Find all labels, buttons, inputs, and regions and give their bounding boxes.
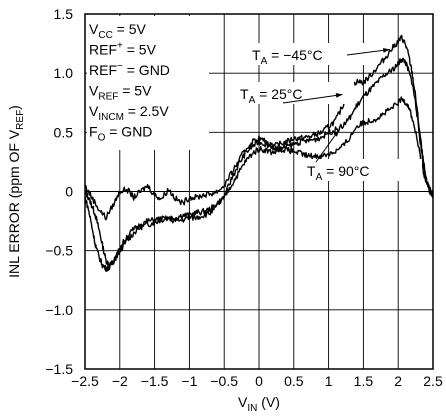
condition-line: REF+ = 5V: [89, 41, 157, 58]
x-tick-label: −1: [181, 373, 197, 389]
y-tick-label: 1.0: [54, 65, 74, 81]
series-pointer-line: [315, 129, 340, 163]
x-tick-label: 2: [394, 373, 402, 389]
series-pointer-line: [282, 93, 343, 104]
series-label-background: [248, 43, 378, 65]
series-pointer-line: [346, 49, 390, 56]
condition-line: REF− = GND: [89, 61, 170, 78]
x-tick-label: 1.5: [354, 373, 374, 389]
y-axis-label: INL ERROR (ppm OF VREF): [6, 105, 26, 278]
y-tick-label: 0: [65, 184, 73, 200]
series-pointer-arrowhead: [383, 48, 390, 53]
series-label: TA = 25°C: [240, 86, 302, 106]
series-pointer-arrowhead: [335, 93, 343, 98]
x-tick-label: −0.5: [210, 373, 238, 389]
x-tick-labels: −2.5 −2 −1.5 −1 −0.5 0 0.5 1 1.5 2 2.5: [71, 373, 443, 389]
conditions-background: [87, 16, 209, 150]
y-tick-label: −0.5: [45, 243, 73, 259]
series-label-background: [236, 82, 354, 104]
x-tick-label: −2: [112, 373, 128, 389]
condition-line: VREF = 5V: [89, 83, 152, 103]
x-tick-label: 1: [325, 373, 333, 389]
y-tick-label: 0.5: [54, 124, 74, 140]
series-label: TA = 90°C: [307, 163, 369, 183]
series-label-background: [304, 159, 422, 181]
y-tick-label: −1.5: [45, 361, 73, 377]
series-line-2: [84, 96, 434, 221]
x-tick-label: 0: [255, 373, 263, 389]
series-labels: TA = −45°C TA = 25°C TA = 90°C: [236, 43, 422, 183]
x-tick-label: 2.5: [423, 373, 443, 389]
x-axis-label: VIN (V): [238, 394, 280, 414]
condition-line: FO = GND: [89, 124, 152, 144]
series-lines: [84, 34, 434, 272]
condition-line: VINCM = 2.5V: [89, 103, 169, 123]
x-tick-label: −1.5: [141, 373, 169, 389]
x-tick-label: 0.5: [284, 373, 304, 389]
series-line-1: [84, 57, 434, 272]
series-pointer-arrowhead: [333, 130, 339, 137]
series-label: TA = −45°C: [252, 47, 323, 67]
y-tick-label: 1.5: [54, 6, 74, 22]
y-tick-labels: 1.5 1.0 0.5 0 −0.5 −1.0 −1.5: [45, 6, 73, 377]
x-tick-label: −2.5: [71, 373, 99, 389]
y-tick-label: −1.0: [45, 302, 73, 318]
condition-line: VCC = 5V: [89, 21, 147, 41]
plot-frame: [84, 13, 434, 370]
